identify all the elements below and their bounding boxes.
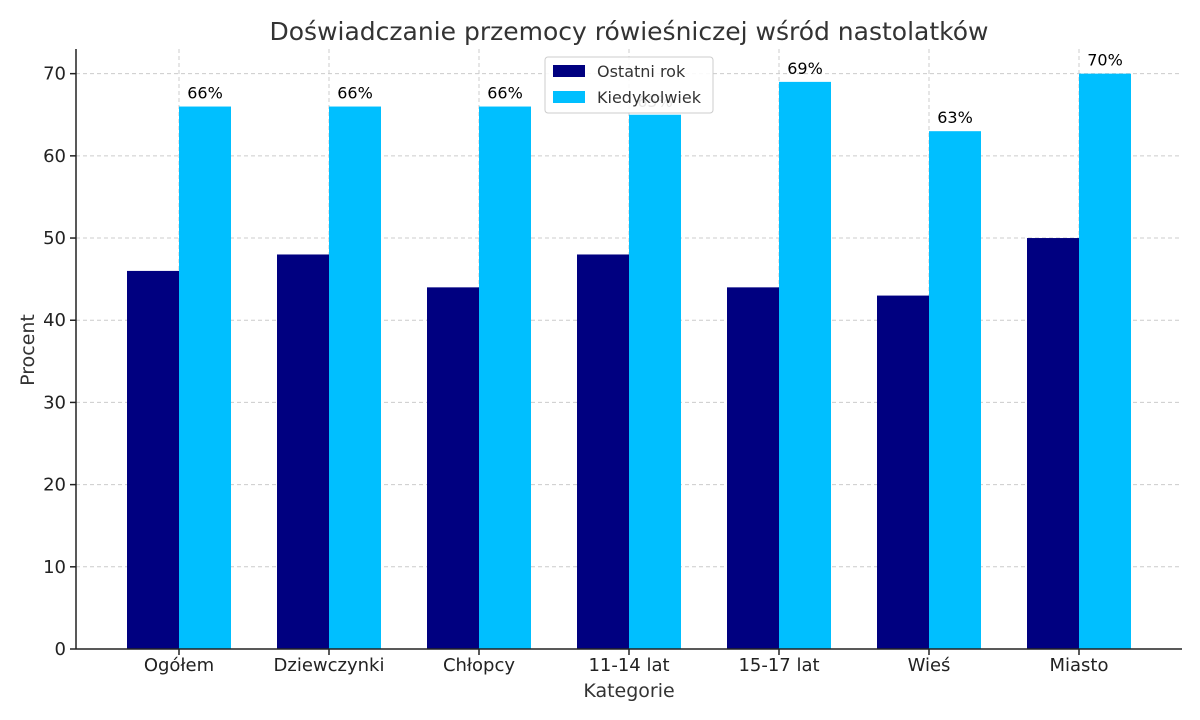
x-tick-label: 11-14 lat [588, 655, 669, 676]
bar-data-label: 66% [337, 84, 373, 103]
bar-ostatni-rok [727, 287, 779, 649]
x-tick-label: Miasto [1049, 655, 1108, 676]
tick-labels: 0 10 20 30 40 50 60 70 Ogółem Dziewczynki Chłopcy 1… [43, 64, 1108, 676]
legend-swatch [553, 91, 585, 103]
bar-ostatni-rok [277, 254, 329, 650]
bar-ostatni-rok [577, 254, 629, 650]
legend-box [544, 56, 714, 114]
bar-data-label: 66% [187, 84, 223, 103]
bar-kiedykolwiek [179, 106, 231, 650]
y-tick-label: 20 [43, 475, 66, 496]
y-tick-label: 10 [43, 557, 66, 578]
y-axis-label: Procent [17, 314, 39, 386]
x-tick-label: Ogółem [144, 655, 214, 676]
bar-kiedykolwiek [779, 81, 831, 649]
x-tick-label: Chłopcy [443, 655, 515, 676]
bar-kiedykolwiek [929, 131, 981, 650]
y-tick-label: 70 [43, 64, 66, 85]
bar-ostatni-rok [427, 287, 479, 649]
data-labels: 66%66%66%65%69%63%70% [187, 51, 1123, 128]
bar-data-label: 63% [937, 108, 973, 127]
bar-data-label: 66% [487, 84, 523, 103]
x-tick-label: 15-17 lat [738, 655, 819, 676]
x-tick-label: Dziewczynki [274, 655, 385, 676]
bar-ostatni-rok [1027, 238, 1079, 650]
bar-data-label: 70% [1087, 51, 1123, 70]
legend-swatch [553, 65, 585, 77]
bar-kiedykolwiek [629, 114, 681, 650]
y-tick-label: 30 [43, 392, 66, 413]
chart-title: Doświadczanie przemocy rówieśniczej wśró… [270, 17, 989, 46]
legend-label: Kiedykolwiek [597, 88, 702, 107]
bar-kiedykolwiek [479, 106, 531, 650]
bar-kiedykolwiek [1079, 73, 1131, 649]
x-tick-label: Wieś [908, 655, 951, 676]
legend-label: Ostatni rok [597, 62, 686, 81]
bar-data-label: 69% [787, 59, 823, 78]
y-tick-label: 50 [43, 228, 66, 249]
legend: Ostatni rok Kiedykolwiek [544, 56, 714, 114]
bar-kiedykolwiek [329, 106, 381, 650]
bars [127, 73, 1131, 650]
bar-ostatni-rok [877, 295, 929, 649]
y-tick-label: 40 [43, 310, 66, 331]
bar-ostatni-rok [127, 270, 179, 649]
y-tick-label: 0 [55, 639, 66, 660]
x-axis-label: Kategorie [583, 680, 674, 702]
y-tick-label: 60 [43, 146, 66, 167]
